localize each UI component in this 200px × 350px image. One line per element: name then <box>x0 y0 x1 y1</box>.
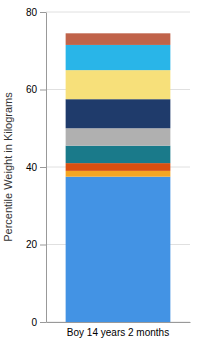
y-tick: 80 <box>26 7 46 18</box>
x-tick-label: Boy 14 years 2 months <box>67 327 169 338</box>
x-tick: Boy 14 years 2 months <box>67 327 169 338</box>
x-axis-line <box>47 322 191 323</box>
bar-segment <box>66 163 171 171</box>
grid <box>46 12 190 322</box>
bar-segment <box>66 171 171 177</box>
y-tick: 20 <box>26 239 46 250</box>
y-tick-mark <box>40 12 46 13</box>
y-axis-line <box>46 13 47 323</box>
bar-segment <box>66 45 171 70</box>
y-tick-label: 20 <box>26 239 38 250</box>
bar-segment <box>66 70 171 99</box>
y-tick: 60 <box>26 84 46 95</box>
bar-segment <box>66 99 171 128</box>
y-tick-mark <box>40 322 46 323</box>
x-axis: Boy 14 years 2 months <box>47 323 191 339</box>
y-axis-title: Percentile Weight in Kilograms <box>2 92 14 242</box>
bar-segment <box>66 146 171 163</box>
y-tick: 40 <box>26 162 46 173</box>
bar-segment <box>66 33 171 45</box>
y-tick-mark <box>40 167 46 168</box>
bars <box>66 33 171 322</box>
y-tick-label: 60 <box>26 84 38 95</box>
chart-container: 0 20 40 60 80 Boy 14 years 2 months Percentile… <box>0 0 200 350</box>
y-tick-label: 40 <box>26 162 38 173</box>
y-tick: 0 <box>31 317 46 328</box>
plot: 0 20 40 60 80 Boy 14 years 2 months <box>26 7 191 338</box>
y-axis: 0 20 40 60 80 <box>26 7 47 328</box>
y-tick-mark <box>40 90 46 91</box>
bar-segment <box>66 177 171 322</box>
y-tick-label: 0 <box>31 317 37 328</box>
y-tick-label: 80 <box>26 7 38 18</box>
grid-line <box>46 12 190 13</box>
y-tick-mark <box>40 245 46 246</box>
bar-segment <box>66 128 171 145</box>
chart-svg: 0 20 40 60 80 Boy 14 years 2 months Percentile… <box>0 0 200 350</box>
